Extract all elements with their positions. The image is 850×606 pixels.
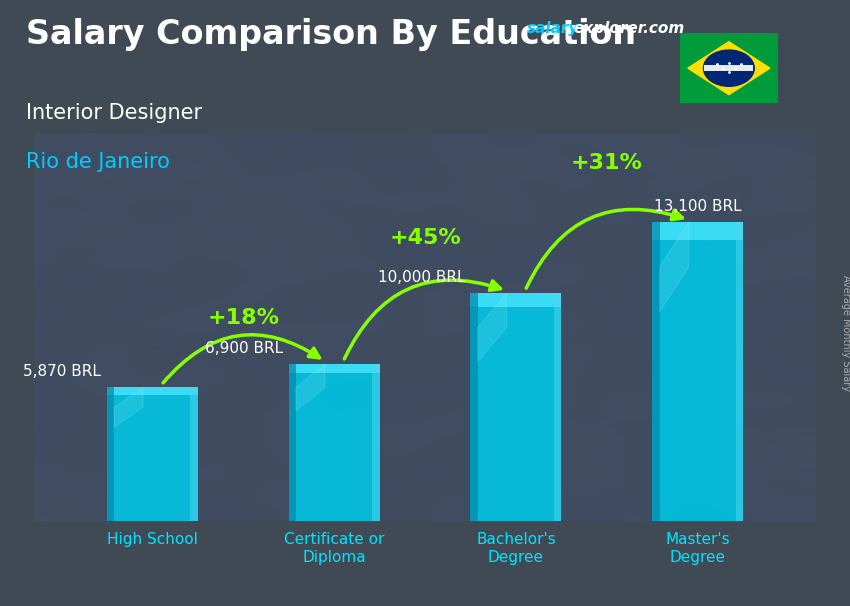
Bar (289, 364, 380, 373)
Bar (652, 222, 743, 240)
Text: 13,100 BRL: 13,100 BRL (654, 199, 741, 215)
Bar (289, 364, 296, 521)
Bar (554, 293, 561, 521)
Text: +45%: +45% (389, 228, 461, 248)
Polygon shape (114, 387, 143, 427)
Text: +18%: +18% (207, 308, 279, 328)
Polygon shape (296, 364, 325, 411)
Polygon shape (688, 42, 770, 95)
Text: salary: salary (527, 21, 580, 36)
Circle shape (704, 50, 754, 86)
Text: 10,000 BRL: 10,000 BRL (377, 270, 465, 285)
FancyBboxPatch shape (107, 387, 198, 521)
Text: Interior Designer: Interior Designer (26, 103, 201, 123)
Bar (107, 387, 114, 521)
Bar (107, 387, 198, 395)
FancyBboxPatch shape (652, 222, 743, 521)
Bar (372, 364, 380, 521)
Text: Salary Comparison By Education: Salary Comparison By Education (26, 18, 636, 51)
FancyBboxPatch shape (705, 65, 753, 71)
Text: 6,900 BRL: 6,900 BRL (205, 341, 283, 356)
Polygon shape (660, 222, 688, 312)
Bar (470, 293, 561, 307)
Text: Average Monthly Salary: Average Monthly Salary (841, 275, 850, 391)
Text: Rio de Janeiro: Rio de Janeiro (26, 152, 169, 171)
Text: +31%: +31% (571, 153, 643, 173)
Text: 5,870 BRL: 5,870 BRL (24, 364, 101, 379)
Bar (736, 222, 743, 521)
Bar (190, 387, 198, 521)
Bar (470, 293, 478, 521)
FancyArrowPatch shape (344, 280, 501, 359)
Polygon shape (478, 293, 507, 361)
FancyBboxPatch shape (289, 364, 380, 521)
FancyBboxPatch shape (470, 293, 561, 521)
FancyArrowPatch shape (526, 210, 683, 288)
Bar (652, 222, 660, 521)
FancyArrowPatch shape (163, 335, 320, 383)
Text: explorer.com: explorer.com (574, 21, 685, 36)
